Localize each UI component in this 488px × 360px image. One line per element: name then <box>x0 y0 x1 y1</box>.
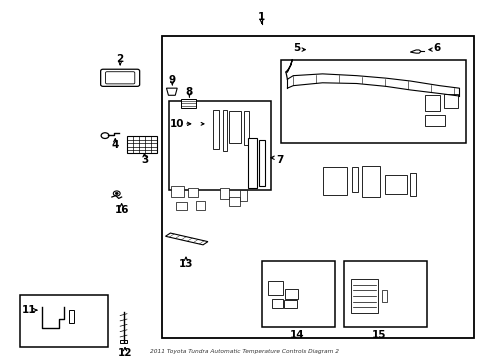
Bar <box>267 281 282 295</box>
Bar <box>171 186 183 197</box>
Bar <box>228 111 241 144</box>
Polygon shape <box>166 88 177 95</box>
Bar <box>381 290 386 302</box>
Text: 5: 5 <box>293 43 300 53</box>
Text: 2011 Toyota Tundra Automatic Temperature Controls Diagram 2: 2011 Toyota Tundra Automatic Temperature… <box>150 349 338 354</box>
Text: 15: 15 <box>370 330 385 340</box>
Bar <box>212 109 218 149</box>
Bar <box>188 188 198 197</box>
Bar <box>220 188 228 199</box>
Text: 14: 14 <box>289 330 304 340</box>
Bar <box>384 175 406 194</box>
Text: 4: 4 <box>111 140 119 150</box>
Text: 2: 2 <box>116 54 123 63</box>
Bar <box>181 99 195 108</box>
Bar <box>261 261 334 327</box>
Bar <box>244 111 249 145</box>
Text: 10: 10 <box>170 119 184 129</box>
Circle shape <box>113 191 120 196</box>
Bar <box>322 167 346 195</box>
Text: 13: 13 <box>179 259 193 269</box>
Bar <box>127 136 157 153</box>
Bar <box>20 295 108 347</box>
Bar <box>344 261 427 327</box>
Bar <box>259 140 264 186</box>
Bar <box>409 173 415 196</box>
Polygon shape <box>409 50 420 53</box>
Text: 16: 16 <box>114 205 129 215</box>
Bar <box>284 300 296 308</box>
Bar <box>69 310 74 323</box>
Bar <box>361 166 379 197</box>
Bar <box>168 101 271 190</box>
Bar <box>161 36 473 338</box>
Bar <box>444 94 457 108</box>
Text: 3: 3 <box>141 155 148 165</box>
Bar <box>228 197 239 206</box>
Polygon shape <box>165 233 207 245</box>
FancyBboxPatch shape <box>105 72 135 84</box>
Circle shape <box>101 133 109 139</box>
Text: 8: 8 <box>185 87 193 98</box>
Bar <box>195 201 204 210</box>
Polygon shape <box>120 341 127 343</box>
Text: 9: 9 <box>168 75 176 85</box>
Text: 1: 1 <box>257 12 264 22</box>
Bar <box>222 109 227 150</box>
Text: 6: 6 <box>432 43 440 53</box>
Bar <box>281 60 466 144</box>
Bar <box>424 115 445 126</box>
Bar <box>350 279 377 313</box>
Bar <box>176 202 186 210</box>
Bar <box>271 299 282 308</box>
Bar <box>239 190 246 201</box>
FancyBboxPatch shape <box>101 69 140 86</box>
Bar <box>285 289 297 300</box>
Circle shape <box>115 192 118 194</box>
Bar <box>424 95 439 111</box>
Text: 11: 11 <box>21 305 36 315</box>
Bar <box>351 167 357 192</box>
Text: 12: 12 <box>118 348 132 358</box>
Bar <box>248 138 257 188</box>
Text: 7: 7 <box>275 155 283 165</box>
